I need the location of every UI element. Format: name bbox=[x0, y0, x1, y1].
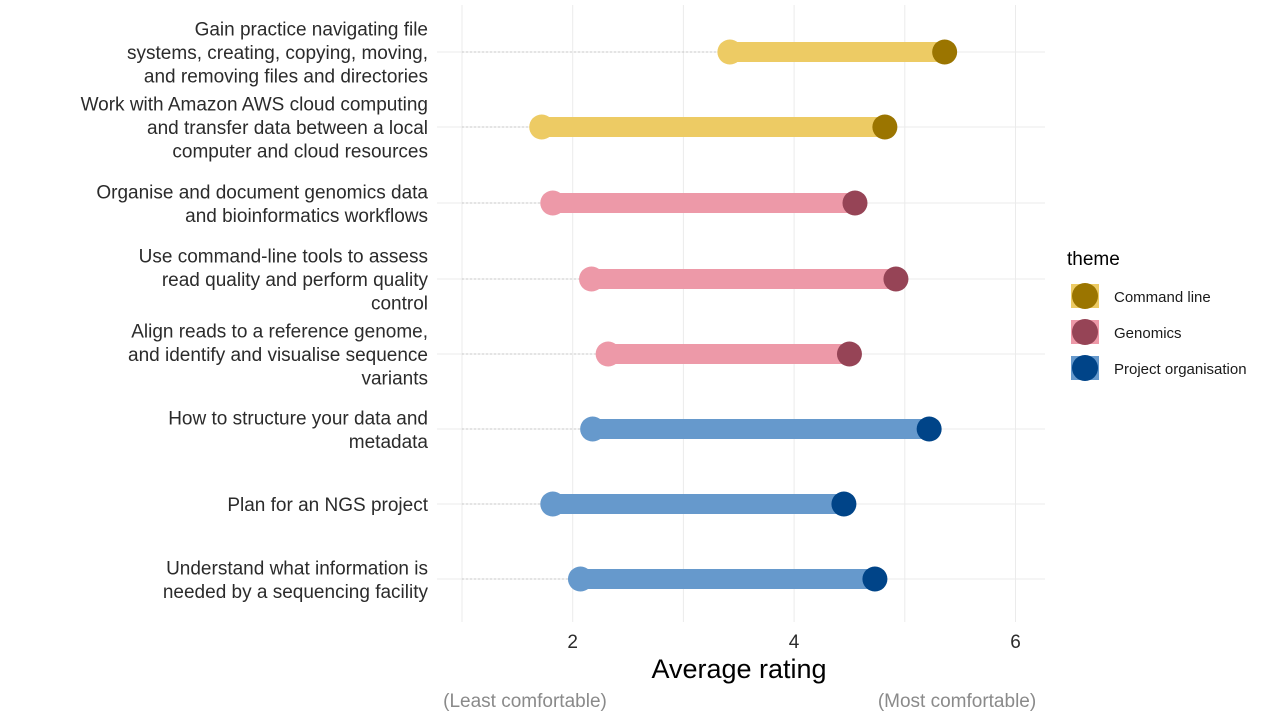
caption-least-comfortable: (Least comfortable) bbox=[443, 691, 607, 712]
point-before bbox=[580, 416, 606, 442]
y-axis-label: Plan for an NGS project bbox=[227, 495, 428, 516]
y-axis-label-line: Work with Amazon AWS cloud computing bbox=[81, 95, 428, 116]
dumbbell-row bbox=[462, 566, 888, 592]
point-after bbox=[932, 39, 958, 65]
legend-label: Project organisation bbox=[1114, 361, 1247, 378]
legend-key-point bbox=[1072, 355, 1098, 381]
y-axis-labels: Gain practice navigating file systems, cr… bbox=[81, 20, 429, 603]
y-axis-label-line: computer and cloud resources bbox=[172, 142, 428, 163]
point-before bbox=[567, 566, 593, 592]
y-axis-label-line: and identify and visualise sequence bbox=[128, 345, 428, 366]
y-axis-label-line: read quality and perform quality bbox=[162, 270, 429, 291]
y-axis-label-line: How to structure your data and bbox=[168, 408, 428, 429]
dumbbell-row bbox=[462, 114, 898, 140]
point-after bbox=[862, 566, 888, 592]
grid-lines bbox=[437, 5, 1045, 622]
y-axis-label: Understand what information is needed by … bbox=[163, 558, 429, 603]
dumbbell-row bbox=[462, 266, 909, 292]
legend-entry: Command line bbox=[1071, 283, 1211, 309]
y-axis-label: Align reads to a reference genome, and id… bbox=[128, 322, 428, 390]
legend-title: theme bbox=[1067, 249, 1120, 270]
y-axis-label-line: Align reads to a reference genome, bbox=[131, 322, 428, 343]
legend-key-point bbox=[1072, 283, 1098, 309]
dumbbell-row bbox=[462, 39, 958, 65]
legend-entry: Project organisation bbox=[1071, 355, 1247, 381]
legend: theme Command line Genomics Project organi… bbox=[1067, 249, 1247, 381]
x-tick-label: 2 bbox=[567, 632, 578, 653]
y-axis-label-line: Gain practice navigating file bbox=[195, 20, 428, 41]
point-after bbox=[883, 266, 909, 292]
y-axis-label: How to structure your data and metadata bbox=[168, 408, 428, 453]
dumbbell-row bbox=[462, 190, 868, 216]
y-axis-label: Organise and document genomics data and b… bbox=[96, 182, 428, 227]
legend-label: Command line bbox=[1114, 289, 1211, 306]
legend-entry: Genomics bbox=[1071, 319, 1182, 345]
point-before bbox=[579, 266, 605, 292]
y-axis-label-line: Understand what information is bbox=[166, 558, 428, 579]
dumbbell-row bbox=[462, 341, 862, 367]
x-tick-label: 4 bbox=[789, 632, 800, 653]
y-axis-label-line: metadata bbox=[349, 432, 429, 453]
caption-most-comfortable: (Most comfortable) bbox=[878, 691, 1036, 712]
point-after bbox=[836, 341, 862, 367]
point-before bbox=[540, 190, 566, 216]
point-before bbox=[595, 341, 621, 367]
y-axis-label-line: needed by a sequencing facility bbox=[163, 582, 429, 603]
point-after bbox=[872, 114, 898, 140]
point-after bbox=[916, 416, 942, 442]
y-axis-label-line: and bioinformatics workflows bbox=[185, 206, 428, 227]
y-axis-label-line: Use command-line tools to assess bbox=[139, 247, 428, 268]
x-axis-ticks: 2 4 6 bbox=[567, 632, 1020, 653]
x-axis-title: Average rating bbox=[651, 654, 826, 684]
y-axis-label-line: and removing files and directories bbox=[144, 67, 428, 88]
point-before bbox=[529, 114, 555, 140]
y-axis-label-line: and transfer data between a local bbox=[147, 118, 428, 139]
legend-label: Genomics bbox=[1114, 325, 1182, 342]
y-axis-label-line: control bbox=[371, 294, 428, 315]
legend-key-point bbox=[1072, 319, 1098, 345]
y-axis-label: Work with Amazon AWS cloud computing and … bbox=[81, 95, 428, 163]
y-axis-label: Gain practice navigating file systems, cr… bbox=[127, 20, 428, 88]
dumbbell-row bbox=[462, 416, 942, 442]
y-axis-label-line: variants bbox=[361, 369, 428, 390]
y-axis-label-line: Plan for an NGS project bbox=[227, 495, 428, 516]
x-tick-label: 6 bbox=[1010, 632, 1021, 653]
point-after bbox=[842, 190, 868, 216]
point-before bbox=[717, 39, 743, 65]
y-axis-label-line: systems, creating, copying, moving, bbox=[127, 43, 428, 64]
point-after bbox=[831, 491, 857, 517]
point-before bbox=[540, 491, 566, 517]
y-axis-label: Use command-line tools to assess read qua… bbox=[139, 247, 429, 315]
y-axis-label-line: Organise and document genomics data bbox=[96, 182, 428, 203]
chart-marks bbox=[462, 39, 958, 592]
dumbbell-row bbox=[462, 491, 857, 517]
